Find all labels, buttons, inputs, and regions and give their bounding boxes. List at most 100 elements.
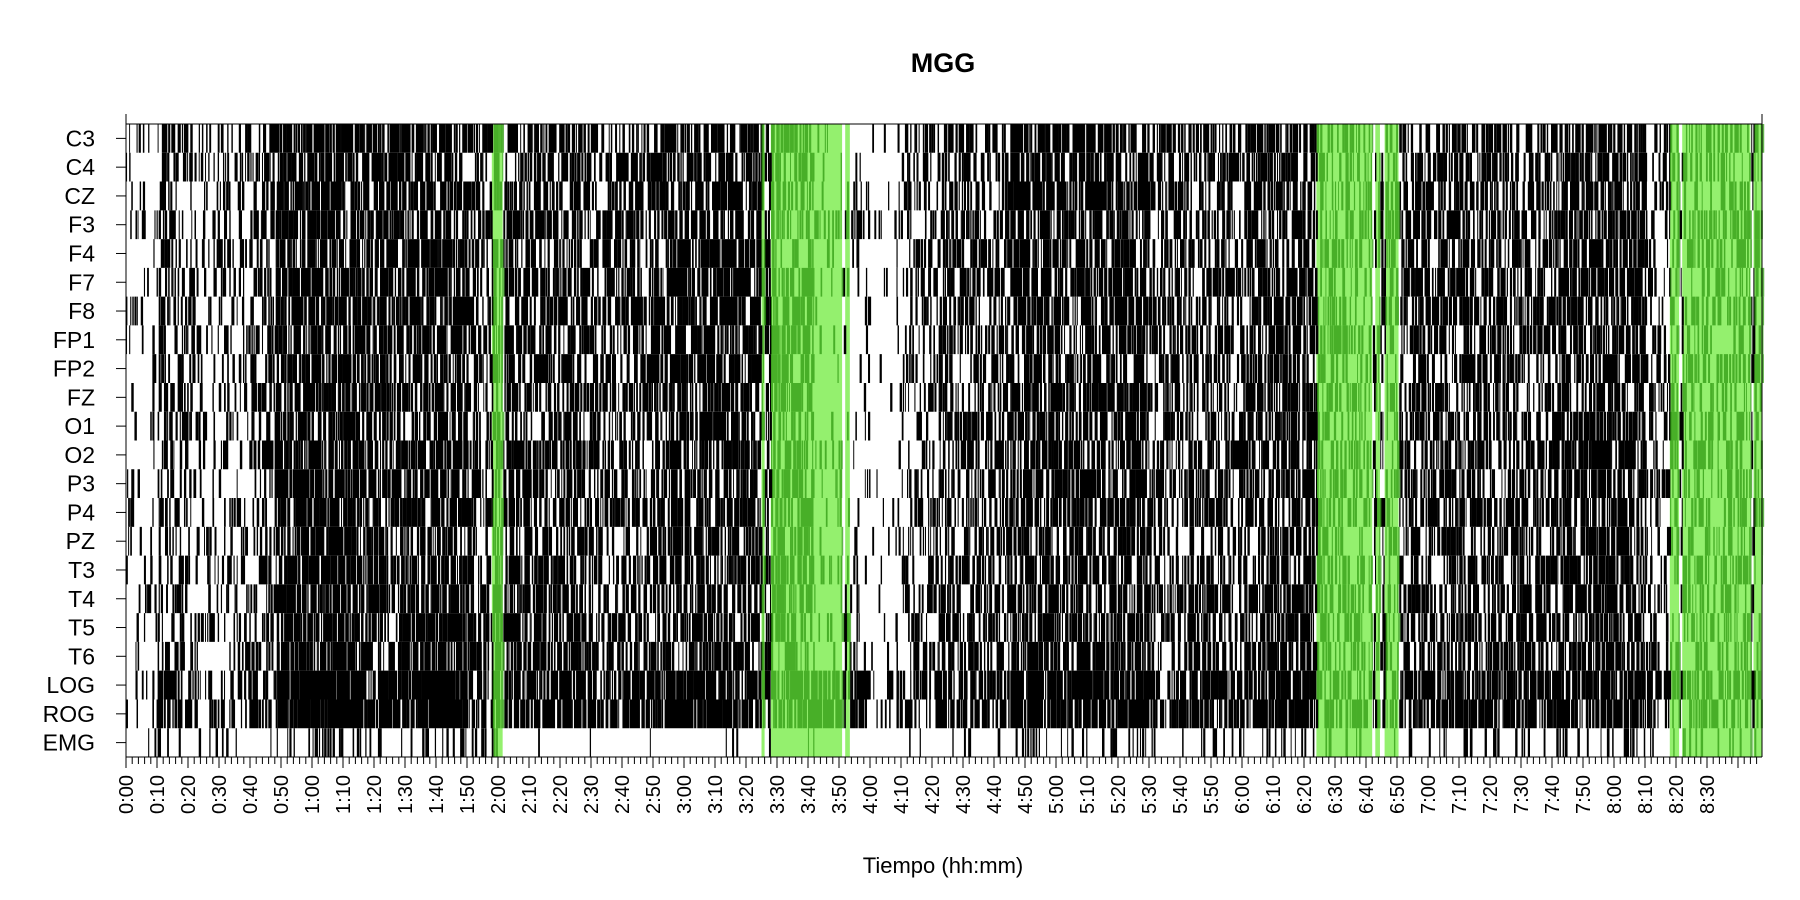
- x-tick-label: 3:30: [767, 775, 789, 814]
- channel-label-o1: O1: [64, 413, 95, 439]
- chart-title: MGG: [911, 48, 976, 78]
- x-tick-label: 4:20: [922, 775, 944, 814]
- channel-row-c3: [129, 124, 1765, 153]
- channel-label-rog: ROG: [43, 701, 95, 727]
- x-tick-label: 6:50: [1387, 775, 1409, 814]
- x-tick-label: 3:10: [705, 775, 727, 814]
- event-marks-t6: [135, 641, 1669, 671]
- channel-row-fz: [131, 382, 1763, 412]
- channel-label-log: LOG: [46, 672, 95, 698]
- channel-row-fp2: [152, 354, 1764, 383]
- x-tick-label: 7:20: [1480, 775, 1502, 814]
- x-tick-label: 6:10: [1263, 775, 1285, 814]
- channel-label-t4: T4: [68, 586, 95, 612]
- event-marks-o1: [134, 411, 1753, 441]
- event-marks-rog: [126, 699, 1755, 729]
- x-tick-label: 0:00: [116, 775, 138, 814]
- channel-label-fz: FZ: [67, 384, 95, 410]
- event-marks-c3: [129, 124, 1756, 153]
- channel-label-t5: T5: [68, 615, 95, 641]
- x-tick-label: 5:20: [1108, 775, 1130, 814]
- channel-row-f8: [126, 296, 1765, 326]
- event-marks-f3: [130, 210, 1682, 240]
- channel-row-o1: [134, 411, 1759, 441]
- event-marks-f4: [153, 239, 1669, 268]
- channel-label-t6: T6: [68, 643, 95, 669]
- x-tick-label: 2:10: [519, 775, 541, 814]
- event-marks-t5: [136, 613, 1753, 642]
- x-tick-label: 3:00: [674, 775, 696, 814]
- event-marks-highlighted-p3: [494, 469, 1763, 499]
- x-tick-label: 4:50: [1015, 775, 1037, 814]
- channel-row-fp1: [126, 325, 1764, 355]
- x-tick-label: 7:00: [1418, 775, 1440, 814]
- event-marks-highlighted-p4: [492, 498, 1765, 527]
- x-tick-label: 7:40: [1542, 775, 1564, 814]
- x-tick-label: 1:10: [333, 775, 355, 814]
- x-tick-label: 8:00: [1604, 775, 1626, 814]
- event-marks-highlighted-o2: [495, 440, 1763, 470]
- channel-label-f8: F8: [68, 298, 95, 324]
- x-axis-label: Tiempo (hh:mm): [863, 853, 1024, 878]
- channel-row-p4: [128, 498, 1765, 527]
- event-marks-highlighted-t3: [494, 555, 1763, 585]
- channel-label-cz: CZ: [64, 183, 95, 209]
- channel-row-log: [135, 670, 1762, 700]
- event-marks-highlighted-cz: [493, 181, 1757, 211]
- channel-label-emg: EMG: [43, 730, 95, 756]
- event-marks-c4: [126, 152, 1754, 182]
- channel-row-f7: [143, 267, 1765, 297]
- x-tick-label: 5:50: [1201, 775, 1223, 814]
- x-tick-label: 6:00: [1232, 775, 1254, 814]
- x-tick-label: 0:10: [147, 775, 169, 814]
- x-tick-label: 7:10: [1449, 775, 1471, 814]
- x-tick-label: 1:40: [426, 775, 448, 814]
- x-tick-label: 0:50: [271, 775, 293, 814]
- event-marks-f7: [143, 267, 1755, 297]
- channel-row-o2: [153, 440, 1763, 470]
- x-tick-label: 8:10: [1635, 775, 1657, 814]
- x-tick-label: 0:40: [240, 775, 262, 814]
- x-tick-label: 5:40: [1170, 775, 1192, 814]
- channel-row-emg: [148, 728, 1757, 757]
- x-tick-label: 4:10: [891, 775, 913, 814]
- x-tick-label: 5:00: [1046, 775, 1068, 814]
- channel-label-o2: O2: [64, 442, 95, 468]
- x-tick-label: 2:20: [550, 775, 572, 814]
- x-axis: 0:00 0:10 0:20 0:30 0:40 0:50 1:00 1:10 1:20 1:30…: [116, 756, 1762, 814]
- channel-row-t6: [135, 641, 1761, 671]
- event-marks-log: [135, 670, 1756, 700]
- x-tick-label: 1:30: [395, 775, 417, 814]
- channel-row-pz: [128, 526, 1764, 556]
- channel-row-f3: [130, 210, 1763, 240]
- channel-label-pz: PZ: [66, 528, 95, 554]
- channel-row-cz: [131, 181, 1757, 211]
- channel-label-c3: C3: [66, 125, 95, 151]
- x-tick-label: 2:50: [643, 775, 665, 814]
- event-marks-t3: [126, 555, 1667, 585]
- event-marks-cz: [131, 181, 1754, 211]
- channel-row-p3: [127, 469, 1763, 499]
- channel-label-f3: F3: [68, 212, 95, 238]
- x-tick-label: 6:40: [1356, 775, 1378, 814]
- channel-label-fp1: FP1: [53, 327, 95, 353]
- event-marks-fp2: [152, 354, 1755, 383]
- x-tick-label: 6:30: [1325, 775, 1347, 814]
- channel-row-t5: [136, 613, 1761, 642]
- channel-row-c4: [126, 152, 1763, 182]
- x-tick-label: 3:50: [829, 775, 851, 814]
- event-marks-fz: [131, 382, 1683, 412]
- event-marks-highlighted-f4: [492, 239, 1760, 268]
- x-tick-label: 4:40: [984, 775, 1006, 814]
- x-tick-label: 3:40: [798, 775, 820, 814]
- x-tick-label: 4:00: [860, 775, 882, 814]
- x-tick-label: 8:30: [1697, 775, 1719, 814]
- x-tick-label: 5:10: [1077, 775, 1099, 814]
- channel-label-f7: F7: [68, 269, 95, 295]
- channel-label-p4: P4: [67, 499, 95, 525]
- event-marks-highlighted-f7: [493, 267, 1765, 297]
- event-marks-pz: [128, 526, 1756, 556]
- event-marks-emg: [148, 728, 1654, 757]
